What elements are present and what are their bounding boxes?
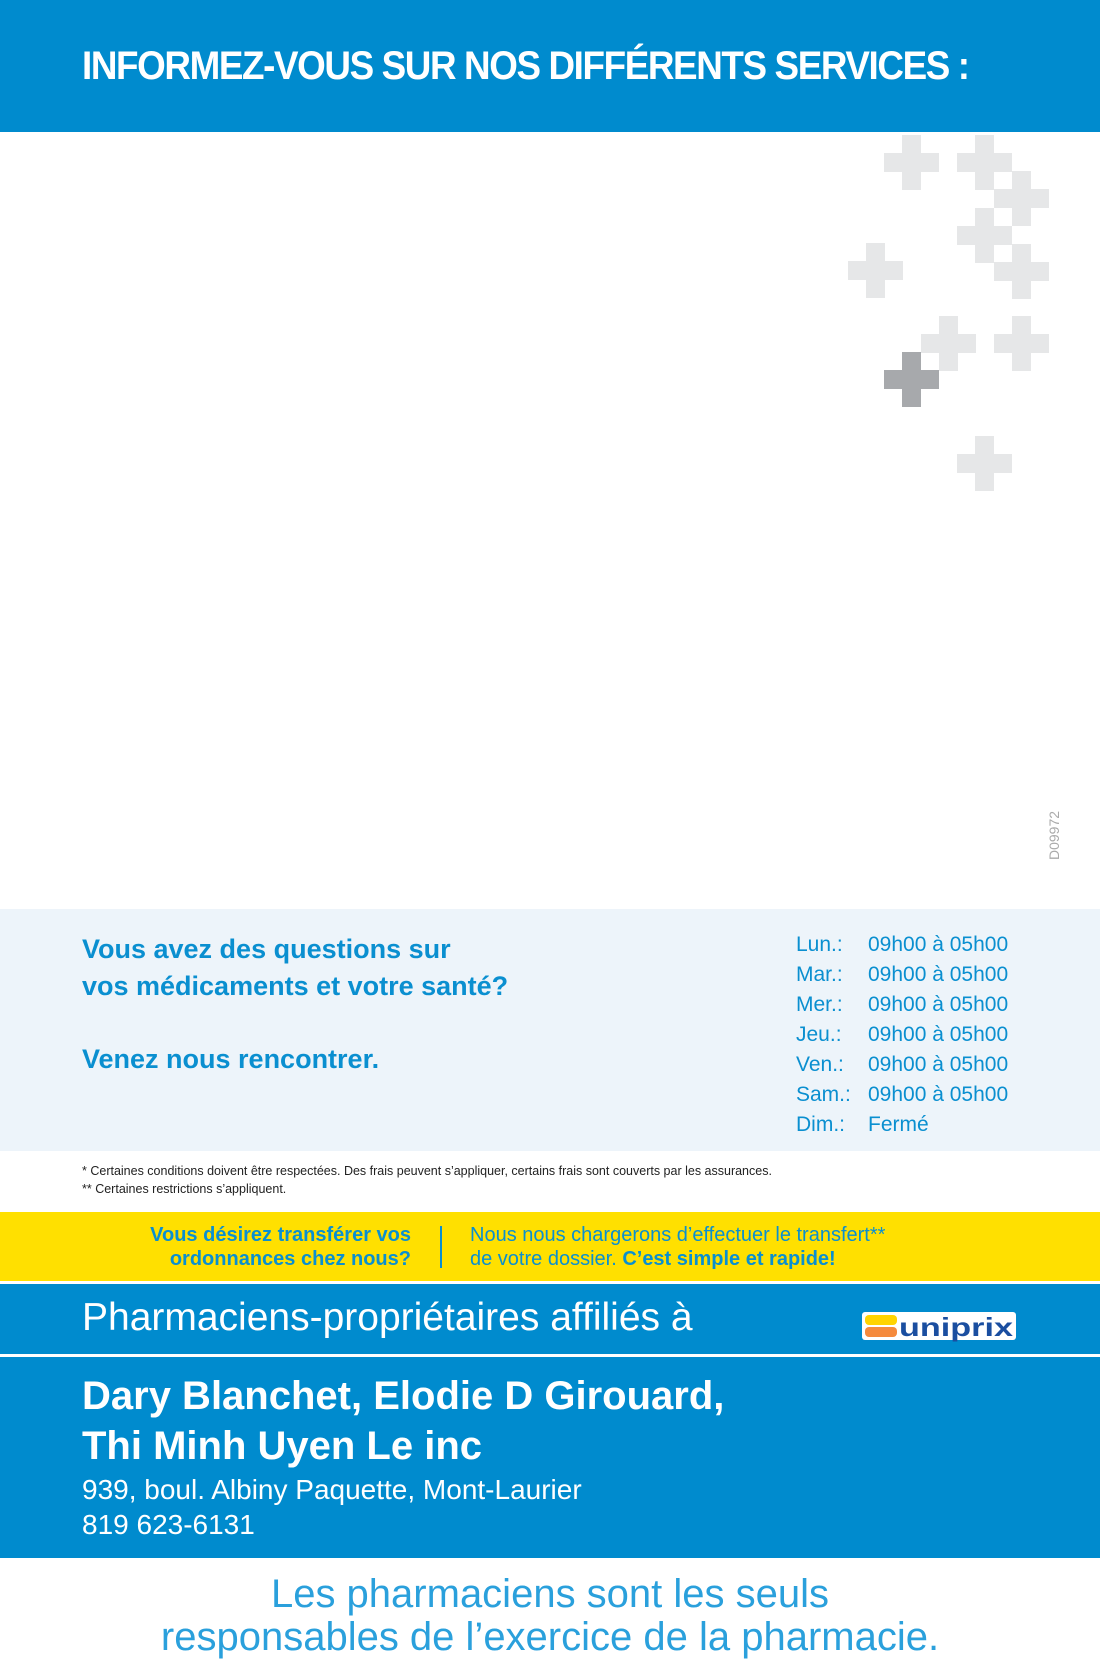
hours-time: 09h00 à 05h00 — [868, 1053, 1009, 1076]
questions-panel — [0, 909, 1100, 1151]
hours-row: Ven.: 09h00 à 05h00 — [796, 1053, 1008, 1077]
plus-cross-icon — [994, 316, 1049, 371]
hours-time: 09h00 à 05h00 — [868, 993, 1009, 1016]
svg-text:uniprix: uniprix — [899, 1312, 1014, 1342]
hours-time: Fermé — [868, 1113, 929, 1136]
plus-cross-icon — [994, 244, 1049, 299]
pharmacist-names-1: Dary Blanchet, Elodie D Girouard, — [82, 1374, 725, 1418]
affiliation-text: Pharmaciens-propriétaires affiliés à — [82, 1296, 693, 1339]
document-code: D09972 — [1046, 810, 1062, 860]
hours-day: Sam.: — [796, 1083, 851, 1106]
questions-line-1: Vous avez des questions sur — [82, 934, 451, 964]
hours-row: Dim.: Fermé — [796, 1113, 929, 1137]
hours-row: Jeu.: 09h00 à 05h00 — [796, 1023, 1008, 1047]
pharmacist-names-2: Thi Minh Uyen Le inc — [82, 1424, 483, 1468]
hours-row: Sam.: 09h00 à 05h00 — [796, 1083, 1008, 1107]
page-title: INFORMEZ-VOUS SUR NOS DIFFÉRENTS SERVICE… — [82, 44, 970, 88]
transfer-banner — [0, 1212, 1100, 1281]
plus-cross-icon — [957, 208, 1012, 263]
hours-day: Mar.: — [796, 963, 843, 986]
hours-day: Mer.: — [796, 993, 843, 1016]
uniprix-logo: uniprix — [862, 1312, 1016, 1342]
plus-cross-icon — [921, 316, 976, 371]
plus-cross-icon — [848, 243, 903, 298]
transfer-info-1: Nous nous chargerons d’effectuer le tran… — [470, 1224, 886, 1246]
hours-row: Mer.: 09h00 à 05h00 — [796, 993, 1008, 1017]
transfer-info-2a: de votre dossier. — [470, 1248, 623, 1270]
plus-cross-icon — [957, 135, 1012, 190]
transfer-tagline: C’est simple et rapide! — [622, 1248, 836, 1270]
meet-us-text: Venez nous rencontrer. — [82, 1044, 380, 1074]
hours-time: 09h00 à 05h00 — [868, 933, 1009, 956]
slogan-line-1: Les pharmaciens sont les seuls — [270, 1572, 830, 1616]
questions-line-2: vos médicaments et votre santé? — [82, 971, 509, 1001]
slogan-line-2: responsables de l’exercice de la pharmac… — [160, 1615, 940, 1659]
footnote-2: ** Certaines restrictions s’appliquent. — [82, 1182, 287, 1196]
phone: 819 623-6131 — [82, 1509, 255, 1540]
hours-row: Mar.: 09h00 à 05h00 — [796, 963, 1008, 987]
transfer-info-2: de votre dossier. C’est simple et rapide… — [470, 1248, 836, 1271]
hours-day: Jeu.: — [796, 1023, 842, 1046]
plus-cross-icon — [994, 171, 1049, 226]
address: 939, boul. Albiny Paquette, Mont-Laurier — [82, 1474, 582, 1505]
transfer-question-2: ordonnances chez nous? — [169, 1248, 411, 1270]
plus-cross-icon — [884, 352, 939, 407]
hours-time: 09h00 à 05h00 — [868, 1083, 1009, 1106]
transfer-divider — [440, 1226, 442, 1268]
plus-cross-icon — [957, 436, 1012, 491]
plus-cross-icon — [884, 135, 939, 190]
hours-time: 09h00 à 05h00 — [868, 963, 1009, 986]
header-banner — [0, 0, 1100, 132]
hours-day: Ven.: — [796, 1053, 844, 1076]
transfer-question-1: Vous désirez transférer vos — [150, 1224, 411, 1246]
hours-day: Lun.: — [796, 933, 843, 956]
pharmacy-info — [0, 1357, 1100, 1558]
hours-time: 09h00 à 05h00 — [868, 1023, 1009, 1046]
hours-day: Dim.: — [796, 1113, 845, 1136]
footnote-1: * Certaines conditions doivent être resp… — [82, 1164, 772, 1178]
hours-row: Lun.: 09h00 à 05h00 — [796, 933, 1008, 957]
